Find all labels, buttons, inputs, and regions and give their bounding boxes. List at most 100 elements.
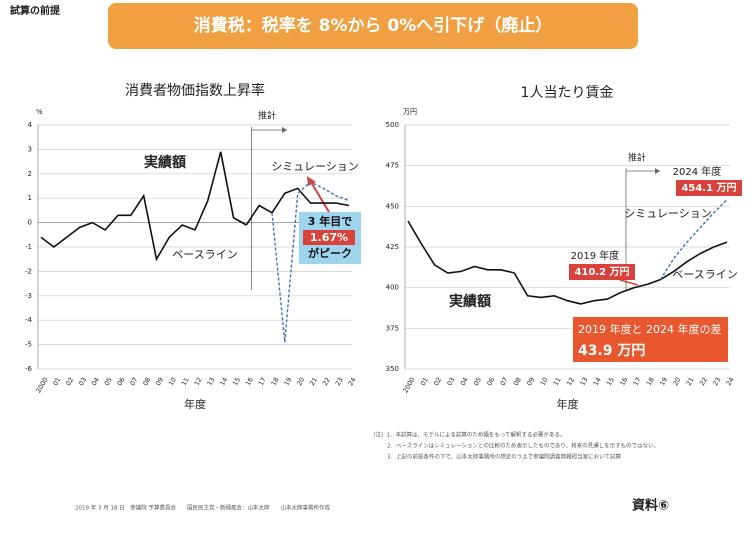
x-tick-label: 12 xyxy=(193,376,204,387)
annotation: 1.67% xyxy=(310,231,348,244)
x-tick-label: 10 xyxy=(539,376,550,387)
x-tick-label: 04 xyxy=(90,376,101,387)
header-label: 試算の前提 xyxy=(10,4,61,17)
y-tick-label: 0 xyxy=(28,219,32,227)
x-tick-label: 01 xyxy=(419,376,430,387)
x-tick-label: 13 xyxy=(578,376,589,387)
x-tick-label: 14 xyxy=(592,376,603,387)
x-tick-label: 16 xyxy=(244,376,255,387)
x-tick-label: 06 xyxy=(485,376,496,387)
title-box xyxy=(108,3,638,49)
x-tick-label: 08 xyxy=(512,376,523,387)
x-tick-label: 09 xyxy=(525,376,536,387)
x-tick-label: 22 xyxy=(321,376,332,387)
page-number: 資料⑥ xyxy=(632,498,669,514)
x-tick-label: 17 xyxy=(632,376,643,387)
y-tick-label: 500 xyxy=(386,121,399,129)
series-line xyxy=(407,220,622,305)
note: 2．ベースラインはシミュレーションとの比較のため表示したものであり、将来の見通し… xyxy=(387,442,659,450)
x-tick-label: 09 xyxy=(154,376,165,387)
x-tick-label: 21 xyxy=(685,376,696,387)
x-tick-label: 21 xyxy=(308,376,319,387)
x-tick-label: 23 xyxy=(334,376,345,387)
slide-title: 消費税：税率を 8%から 0%へ引下げ（廃止） xyxy=(194,15,553,36)
x-axis-label: 年度 xyxy=(184,397,206,411)
series-line xyxy=(271,181,350,343)
annotation: 3 年目で xyxy=(308,214,352,228)
callout-arrow xyxy=(619,279,639,286)
y-tick-label: 4 xyxy=(28,121,33,129)
annotation: 43.9 万円 xyxy=(578,343,645,359)
y-unit: 万円 xyxy=(403,108,417,116)
annotation: 2019 年度と 2024 年度の差 xyxy=(578,322,721,336)
x-tick-label: 13 xyxy=(205,376,216,387)
x-tick-label: 17 xyxy=(257,376,268,387)
x-tick-label: 07 xyxy=(128,376,139,387)
x-tick-label: 03 xyxy=(77,376,88,387)
y-tick-label: 450 xyxy=(386,202,399,210)
x-tick-label: 14 xyxy=(218,376,229,387)
x-tick-label: 10 xyxy=(167,376,178,387)
y-tick-label: 1 xyxy=(28,194,32,202)
x-tick-label: 08 xyxy=(141,376,152,387)
series-line xyxy=(40,151,247,262)
note: （注）1．本試算は、モデルによる試算のため幅をもって解釈する必要がある。 xyxy=(370,431,566,439)
y-tick-label: -3 xyxy=(25,292,32,300)
chart-title: 1人当たり賃金 xyxy=(521,85,614,101)
x-tick-label: 11 xyxy=(180,376,191,387)
x-tick-label: 06 xyxy=(116,376,127,387)
annotation: 410.2 万円 xyxy=(574,266,629,278)
callout-box xyxy=(569,264,635,280)
x-tick-label: 18 xyxy=(270,376,281,387)
x-tick-label: 19 xyxy=(282,376,293,387)
series-line xyxy=(620,241,728,294)
x-tick-label: 12 xyxy=(565,376,576,387)
x-tick-label: 15 xyxy=(231,376,242,387)
annotation: 推計 xyxy=(628,152,646,164)
x-tick-label: 02 xyxy=(64,376,75,387)
y-tick-label: -6 xyxy=(25,365,33,373)
series-label: ベースライン xyxy=(672,268,737,281)
x-tick-label: 04 xyxy=(459,376,470,387)
y-tick-label: 3 xyxy=(28,145,32,153)
y-tick-label: 475 xyxy=(386,162,399,170)
estimate-arrowhead xyxy=(655,168,660,174)
x-tick-label: 19 xyxy=(658,376,669,387)
y-tick-label: 375 xyxy=(386,324,399,332)
callout-box xyxy=(676,180,742,196)
series-label: ベースライン xyxy=(172,248,237,261)
x-tick-label: 03 xyxy=(445,376,456,387)
x-tick-label: 20 xyxy=(671,376,682,387)
x-tick-label: 05 xyxy=(472,376,483,387)
callout-arrowhead xyxy=(307,176,316,186)
x-tick-label: 24 xyxy=(347,376,358,387)
annotation: 454.1 万円 xyxy=(681,182,736,194)
y-tick-label: -2 xyxy=(25,267,32,275)
x-tick-label: 15 xyxy=(605,376,616,387)
x-tick-label: 07 xyxy=(499,376,510,387)
series-label: 実績額 xyxy=(449,293,491,310)
chart-title: 消費者物価指数上昇率 xyxy=(125,82,265,99)
y-tick-label: 350 xyxy=(386,365,399,373)
difference-box xyxy=(573,317,728,362)
y-tick-label: -1 xyxy=(25,243,32,251)
y-unit: % xyxy=(36,108,43,116)
y-tick-label: -5 xyxy=(25,341,32,349)
series-line xyxy=(245,187,350,226)
estimate-arrowhead xyxy=(282,127,287,133)
x-tick-label: 05 xyxy=(103,376,114,387)
x-tick-label: 01 xyxy=(51,376,62,387)
y-tick-label: -4 xyxy=(25,316,33,324)
series-label: 実績額 xyxy=(144,154,186,171)
x-axis-label: 年度 xyxy=(557,397,579,411)
x-tick-label: 24 xyxy=(725,376,736,387)
series-line xyxy=(659,199,728,280)
annotation: 2019 年度 xyxy=(571,249,620,262)
x-tick-label: 16 xyxy=(618,376,629,387)
annotation: がピーク xyxy=(308,246,352,260)
y-tick-label: 425 xyxy=(386,243,399,251)
series-label: シミュレーション xyxy=(271,160,359,173)
callout-arrow xyxy=(310,181,330,213)
x-tick-label: 11 xyxy=(552,376,563,387)
